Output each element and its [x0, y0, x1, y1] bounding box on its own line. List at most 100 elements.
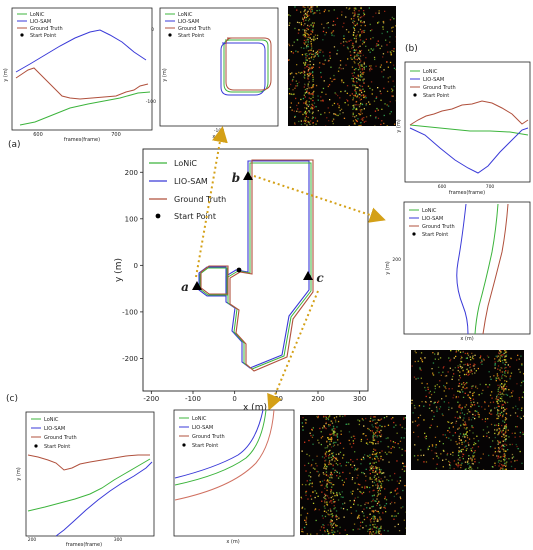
point-cloud-dot: [380, 487, 382, 489]
point-cloud-dot: [324, 497, 327, 500]
point-cloud-dot: [460, 449, 463, 451]
point-cloud-dot: [361, 112, 363, 115]
point-cloud-dot: [476, 387, 479, 390]
point-cloud-dot: [470, 448, 472, 450]
point-cloud-dot: [424, 357, 426, 359]
point-cloud-dot: [344, 502, 346, 504]
point-cloud-dot: [328, 84, 331, 86]
point-cloud-dot: [304, 73, 306, 76]
point-cloud-dot: [509, 366, 511, 368]
point-cloud-dot: [450, 350, 452, 352]
point-cloud-dot: [330, 490, 332, 493]
point-cloud-dot: [331, 452, 333, 454]
point-cloud-dot: [393, 48, 395, 50]
point-cloud-dot: [303, 47, 305, 49]
point-cloud-dot: [308, 75, 310, 77]
point-cloud-dot: [494, 358, 496, 360]
point-cloud-dot: [305, 518, 308, 520]
point-cloud-dot: [336, 49, 339, 52]
point-cloud-dot: [462, 386, 464, 389]
panel-a-left-legend-start: Start Point: [30, 33, 56, 39]
point-cloud-dot: [311, 6, 313, 8]
point-cloud-dot: [386, 453, 388, 455]
point-cloud-dot: [334, 113, 337, 115]
point-cloud-dot: [386, 61, 388, 63]
point-cloud-dot: [501, 359, 504, 362]
point-cloud-dot: [308, 73, 310, 75]
point-cloud-dot: [514, 436, 516, 438]
point-cloud-dot: [376, 44, 378, 47]
point-cloud-dot: [400, 437, 403, 439]
point-cloud-dot: [448, 437, 450, 439]
point-cloud-dot: [499, 441, 502, 443]
point-cloud-dot: [309, 66, 311, 69]
point-cloud-dot: [432, 352, 434, 354]
point-cloud-dot: [363, 61, 365, 64]
point-cloud-dot: [458, 452, 460, 454]
point-cloud-dot: [501, 404, 503, 406]
point-cloud-dot: [494, 429, 496, 431]
point-cloud-dot: [507, 372, 509, 374]
point-cloud-dot: [292, 89, 294, 91]
point-cloud-dot: [361, 21, 363, 24]
point-cloud-dot: [437, 457, 440, 459]
point-cloud-dot: [469, 356, 471, 358]
point-cloud-dot: [502, 429, 504, 431]
point-cloud-dot: [360, 124, 362, 126]
point-cloud-dot: [305, 32, 307, 34]
point-cloud-dot: [320, 113, 322, 116]
point-cloud-dot: [354, 94, 357, 96]
point-cloud-dot: [324, 467, 326, 469]
point-cloud-dot: [317, 471, 319, 473]
point-cloud-dot: [446, 452, 449, 455]
point-cloud-dot: [452, 454, 454, 456]
point-cloud-dot: [308, 484, 310, 486]
point-cloud-dot: [502, 413, 504, 415]
point-cloud-dot: [501, 447, 503, 449]
point-cloud-dot: [382, 459, 384, 461]
point-cloud-dot: [376, 427, 378, 429]
point-cloud-dot: [329, 479, 331, 481]
point-cloud-dot: [373, 515, 375, 517]
point-cloud-dot: [296, 85, 299, 87]
point-cloud-dot: [342, 503, 344, 505]
point-cloud-dot: [310, 33, 312, 35]
point-cloud-dot: [353, 17, 355, 20]
point-cloud-dot: [311, 103, 313, 105]
point-cloud-dot: [311, 485, 313, 488]
point-cloud-dot: [305, 103, 307, 105]
point-cloud-dot: [339, 442, 342, 444]
point-cloud-dot: [359, 55, 362, 57]
point-cloud-dot: [484, 418, 487, 420]
point-cloud-dot: [372, 531, 374, 533]
point-cloud-dot: [380, 478, 382, 480]
point-cloud-dot: [390, 418, 393, 420]
point-cloud-dot: [452, 426, 454, 428]
point-cloud-dot: [295, 85, 297, 87]
point-cloud-dot: [367, 455, 369, 457]
point-cloud-dot: [307, 83, 309, 85]
point-cloud-dot: [351, 466, 353, 468]
point-cloud-dot: [311, 464, 313, 466]
point-cloud-dot: [365, 38, 367, 40]
point-cloud-dot: [310, 93, 312, 95]
point-cloud-dot: [359, 45, 361, 47]
point-cloud-dot: [503, 450, 505, 452]
point-cloud-dot: [316, 53, 318, 56]
point-cloud-dot: [522, 380, 524, 382]
point-cloud-dot: [484, 420, 486, 423]
point-cloud-dot: [434, 452, 436, 454]
point-cloud-dot: [509, 443, 511, 446]
panel-b-xtick-1: 700: [486, 184, 495, 190]
point-cloud-dot: [468, 455, 470, 457]
point-cloud-dot: [376, 502, 379, 505]
point-cloud-dot: [389, 61, 392, 64]
point-cloud-dot: [312, 71, 314, 74]
point-cloud-dot: [468, 371, 470, 373]
point-cloud-dot: [379, 66, 382, 68]
point-cloud-dot: [380, 418, 383, 420]
point-cloud-dot: [467, 374, 469, 376]
point-cloud-dot: [378, 532, 380, 535]
point-cloud-dot: [462, 433, 465, 435]
point-cloud-dot: [303, 17, 306, 19]
